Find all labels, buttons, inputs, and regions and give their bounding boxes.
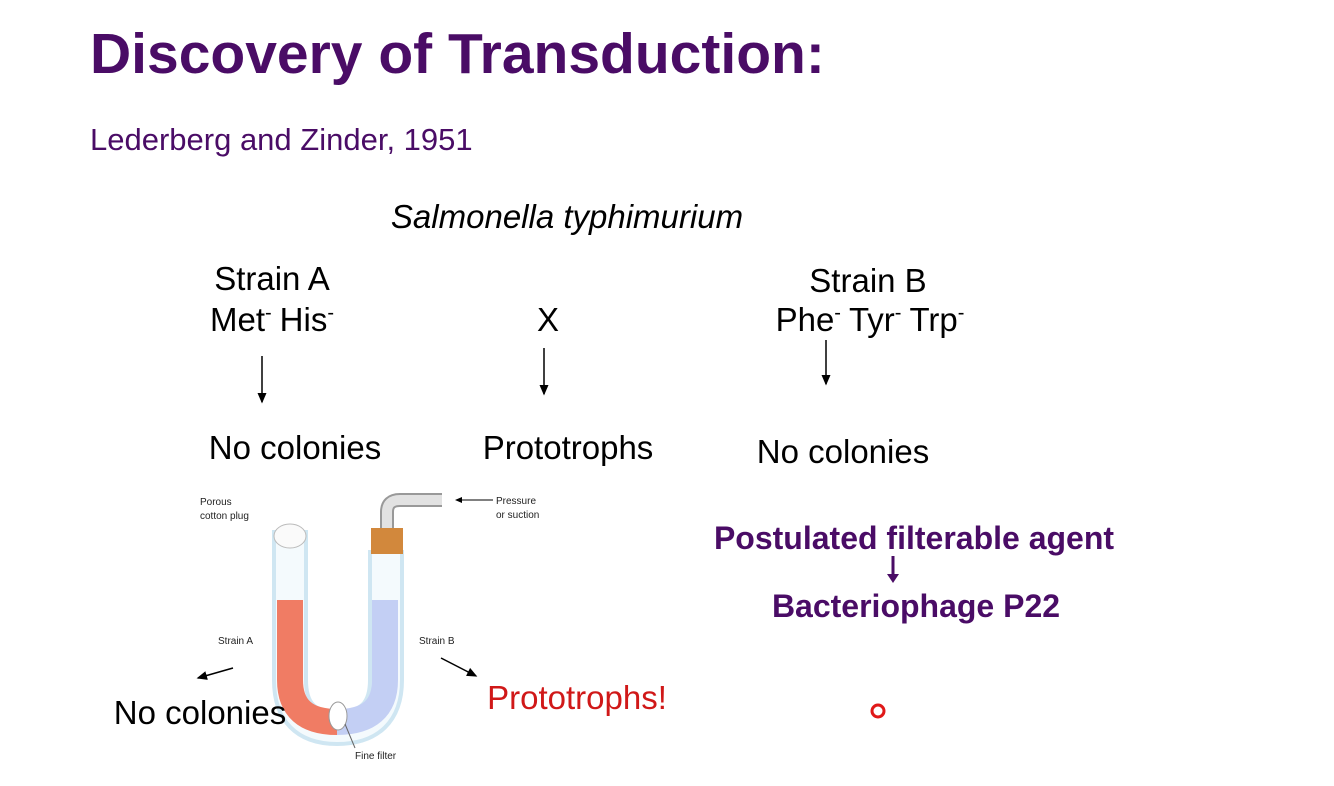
strain-a-genotype: Met- His- — [210, 301, 334, 338]
strain-a-name: Strain A — [214, 260, 330, 297]
strain-a-result: No colonies — [209, 429, 381, 466]
filter-label: Fine filter — [355, 751, 397, 762]
superscript: - — [265, 302, 272, 324]
gene: His — [280, 301, 328, 338]
gene: Phe — [776, 301, 835, 338]
plug-label: cotton plug — [200, 511, 249, 522]
left-label: Strain A — [218, 636, 253, 647]
strain-b-result: No colonies — [757, 433, 929, 470]
superscript: - — [327, 302, 334, 324]
plug-label: Porous — [200, 497, 232, 508]
pressure-label: Pressure — [496, 496, 536, 507]
gene: Trp — [909, 301, 957, 338]
arrow-head — [887, 574, 899, 583]
left-result: No colonies — [114, 694, 286, 731]
strain-b-name: Strain B — [809, 262, 926, 299]
agent: Postulated filterable agent — [714, 520, 1114, 556]
mix-name: X — [537, 301, 559, 338]
pointer — [870, 703, 886, 719]
title: Discovery of Transduction: — [90, 22, 825, 86]
u-tube — [196, 493, 493, 749]
subtitle: Lederberg and Zinder, 1951 — [90, 122, 473, 157]
superscript: - — [834, 302, 841, 324]
gene: Met — [210, 301, 265, 338]
superscript: - — [958, 302, 965, 324]
pressure-label: or suction — [496, 510, 539, 521]
strain-b-genotype: Phe- Tyr- Trp- — [776, 301, 965, 338]
organism: Salmonella typhimurium — [391, 198, 743, 235]
gene: Tyr — [849, 301, 895, 338]
superscript: - — [895, 302, 902, 324]
mix-result: Prototrophs — [483, 429, 654, 466]
right-label: Strain B — [419, 636, 455, 647]
identity: Bacteriophage P22 — [772, 588, 1060, 624]
right-result: Prototrophs! — [487, 679, 667, 716]
